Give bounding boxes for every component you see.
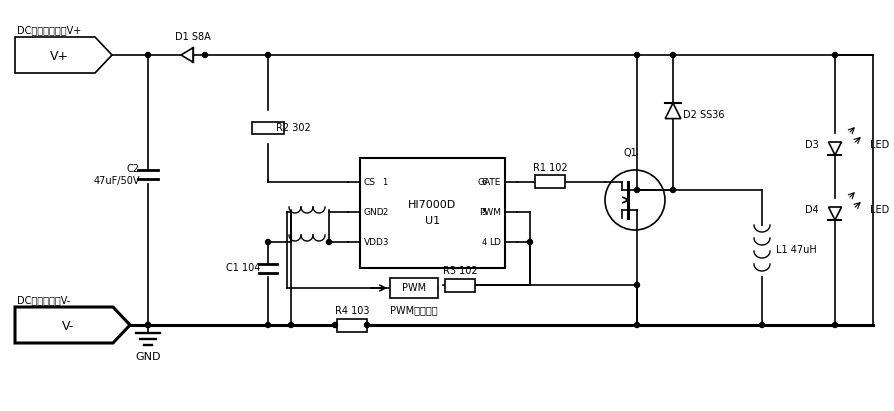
Text: LED: LED	[869, 140, 889, 150]
Text: 4: 4	[481, 238, 486, 247]
Circle shape	[634, 53, 639, 58]
Polygon shape	[664, 103, 680, 119]
Text: R3 102: R3 102	[443, 266, 477, 276]
Text: 2: 2	[382, 208, 387, 217]
Text: D3: D3	[805, 140, 818, 150]
Polygon shape	[181, 48, 193, 62]
Circle shape	[333, 323, 337, 328]
Text: VDD: VDD	[364, 238, 384, 247]
Circle shape	[634, 323, 639, 328]
Bar	[390, 278, 437, 298]
Polygon shape	[15, 37, 112, 73]
Text: D1 S8A: D1 S8A	[175, 32, 211, 42]
Text: D4: D4	[805, 205, 818, 215]
Polygon shape	[828, 142, 840, 155]
Circle shape	[288, 323, 293, 328]
Circle shape	[670, 53, 675, 58]
Polygon shape	[15, 307, 130, 343]
Text: 3: 3	[382, 238, 387, 247]
Text: GND: GND	[364, 208, 384, 217]
Text: Q1: Q1	[622, 148, 637, 158]
Text: PWM调光信号: PWM调光信号	[390, 305, 437, 315]
Circle shape	[831, 323, 837, 328]
Text: GND: GND	[135, 352, 161, 362]
Text: C1 104: C1 104	[225, 263, 260, 273]
Bar	[337, 319, 367, 332]
Text: PWM: PWM	[401, 283, 426, 293]
Bar	[444, 279, 475, 291]
Circle shape	[634, 282, 639, 288]
Text: R1 102: R1 102	[532, 163, 567, 173]
Text: GATE: GATE	[477, 178, 501, 187]
Circle shape	[266, 240, 270, 245]
Text: V+: V+	[50, 49, 69, 62]
Bar	[359, 158, 504, 268]
Polygon shape	[828, 207, 840, 220]
Text: 1: 1	[382, 178, 387, 187]
Text: 5: 5	[481, 208, 486, 217]
Text: PWM: PWM	[478, 208, 501, 217]
Bar	[252, 122, 283, 134]
Bar	[535, 175, 564, 189]
Circle shape	[266, 53, 270, 58]
Circle shape	[146, 53, 150, 58]
Text: LD: LD	[489, 238, 501, 247]
Text: R2 302: R2 302	[275, 123, 310, 133]
Circle shape	[326, 240, 331, 245]
Text: D2 SS36: D2 SS36	[682, 110, 723, 120]
Text: 6: 6	[481, 178, 486, 187]
Text: C2
47uF/50V: C2 47uF/50V	[93, 164, 139, 186]
Text: CS: CS	[364, 178, 375, 187]
Text: LED: LED	[869, 205, 889, 215]
Text: DC接线端子正极V+: DC接线端子正极V+	[17, 25, 81, 35]
Text: DC接线端子负V-: DC接线端子负V-	[17, 295, 70, 305]
Text: L1 47uH: L1 47uH	[775, 245, 816, 255]
Circle shape	[364, 323, 369, 328]
Text: V-: V-	[63, 319, 74, 332]
Circle shape	[527, 240, 532, 245]
Circle shape	[202, 53, 207, 58]
Circle shape	[266, 323, 270, 328]
Text: R4 103: R4 103	[334, 306, 369, 316]
Text: HI7000D: HI7000D	[408, 200, 456, 210]
Circle shape	[759, 323, 763, 328]
Circle shape	[146, 323, 150, 328]
Circle shape	[670, 187, 675, 192]
Circle shape	[146, 323, 150, 328]
Circle shape	[831, 53, 837, 58]
Circle shape	[634, 187, 639, 192]
Text: U1: U1	[425, 216, 440, 226]
